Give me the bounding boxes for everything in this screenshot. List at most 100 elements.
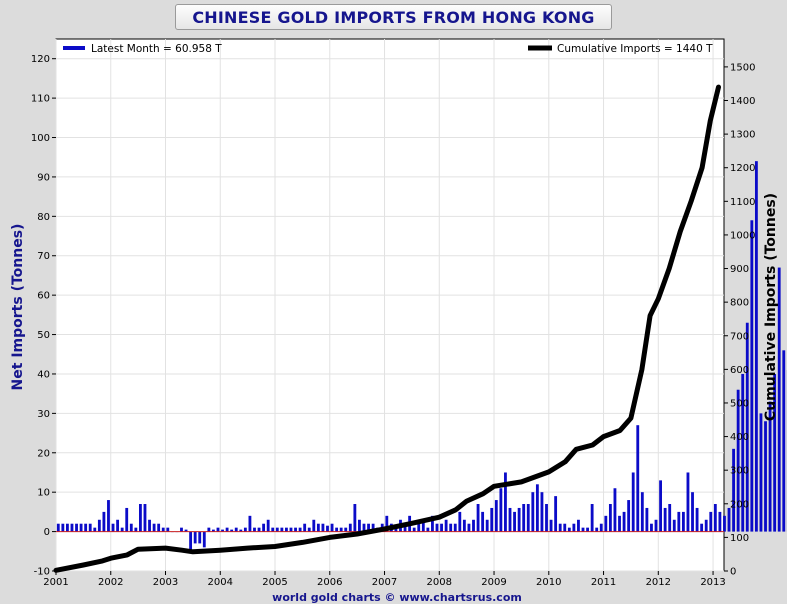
bar	[394, 527, 398, 532]
bar	[613, 488, 617, 532]
tick-label-left: 30	[37, 409, 50, 420]
bar	[640, 492, 644, 532]
bar	[61, 523, 65, 532]
bar	[125, 507, 129, 532]
bar	[618, 515, 621, 532]
bar	[330, 523, 334, 532]
tick-label-right: 1000	[730, 230, 755, 241]
bar	[727, 507, 731, 532]
tick-label-right: 800	[730, 298, 749, 309]
bar	[289, 527, 293, 532]
bar	[403, 523, 407, 532]
bar	[622, 511, 626, 532]
axis-ticks: -100102030405060708090100110120010020030…	[31, 54, 756, 588]
bar	[759, 413, 763, 532]
tick-label-left: 60	[37, 291, 50, 302]
bar	[777, 267, 781, 532]
tick-label-right: 900	[730, 264, 749, 275]
bar	[298, 527, 302, 532]
tick-label-left: 80	[37, 212, 50, 223]
bar	[435, 523, 439, 532]
bar	[577, 519, 580, 532]
bar	[481, 511, 485, 532]
bar	[449, 523, 453, 532]
bar	[285, 527, 288, 532]
tick-label-x: 2009	[481, 577, 506, 588]
bar	[563, 523, 567, 532]
bar	[303, 523, 307, 532]
bar	[494, 500, 498, 532]
bar	[713, 504, 717, 532]
bar	[554, 496, 558, 532]
legend-left: Latest Month = 60.958 T	[63, 43, 222, 55]
bar	[426, 527, 430, 532]
tick-label-left: 0	[44, 527, 50, 538]
bar	[129, 523, 133, 532]
tick-label-x: 2006	[317, 577, 342, 588]
bar-series	[56, 161, 787, 552]
bar	[275, 527, 279, 532]
bar	[65, 523, 69, 532]
footer-credit: world gold charts © www.chartsrus.com	[272, 591, 522, 604]
bar	[677, 511, 681, 532]
bar	[736, 389, 740, 532]
y-axis-title-left: Net Imports (Tonnes)	[10, 224, 26, 391]
bar	[718, 511, 722, 532]
bar	[567, 527, 571, 532]
tick-label-right: 1300	[730, 130, 755, 141]
bar	[248, 515, 252, 532]
bar	[723, 515, 726, 532]
bar	[234, 527, 238, 532]
bar	[659, 480, 662, 532]
bar	[700, 523, 704, 532]
y-axis-title-right: Cumulative Imports (Tonnes)	[763, 193, 779, 421]
bar	[768, 401, 772, 532]
bar	[198, 531, 202, 544]
tick-label-right: 500	[730, 398, 749, 409]
bar	[358, 519, 361, 532]
tick-label-x: 2012	[646, 577, 671, 588]
bar	[294, 527, 297, 532]
bar	[695, 507, 699, 532]
tick-label-x: 2010	[536, 577, 561, 588]
tick-label-x: 2001	[43, 577, 68, 588]
bar	[773, 373, 777, 532]
tick-label-x: 2003	[153, 577, 178, 588]
bar	[271, 527, 275, 532]
bar	[385, 515, 389, 532]
bar	[508, 507, 512, 532]
bar	[467, 523, 471, 532]
bar	[668, 504, 672, 532]
bar	[148, 519, 151, 532]
bar	[604, 515, 608, 532]
bar	[335, 527, 339, 532]
bar	[531, 492, 535, 532]
bar	[326, 525, 329, 532]
bar	[207, 527, 211, 532]
bar	[371, 523, 375, 532]
bar	[608, 504, 612, 532]
bar	[581, 527, 585, 532]
bar	[266, 519, 270, 532]
bar	[535, 484, 539, 532]
bar	[202, 531, 206, 548]
chart-title: CHINESE GOLD IMPORTS FROM HONG KONG	[192, 7, 595, 27]
grid-lines	[55, 39, 724, 572]
bar	[212, 529, 215, 532]
bar	[221, 529, 224, 532]
bar	[709, 511, 713, 532]
bar	[513, 511, 516, 532]
bar	[522, 504, 526, 532]
bar	[79, 523, 83, 532]
tick-label-right: 100	[730, 533, 749, 544]
bar	[545, 504, 548, 532]
plot-area	[55, 38, 725, 572]
tick-label-right: 0	[730, 567, 736, 578]
bar	[549, 519, 553, 532]
bar	[166, 527, 170, 532]
bar	[88, 523, 92, 532]
bar	[157, 523, 161, 532]
bar	[526, 504, 530, 532]
bar	[599, 523, 603, 532]
